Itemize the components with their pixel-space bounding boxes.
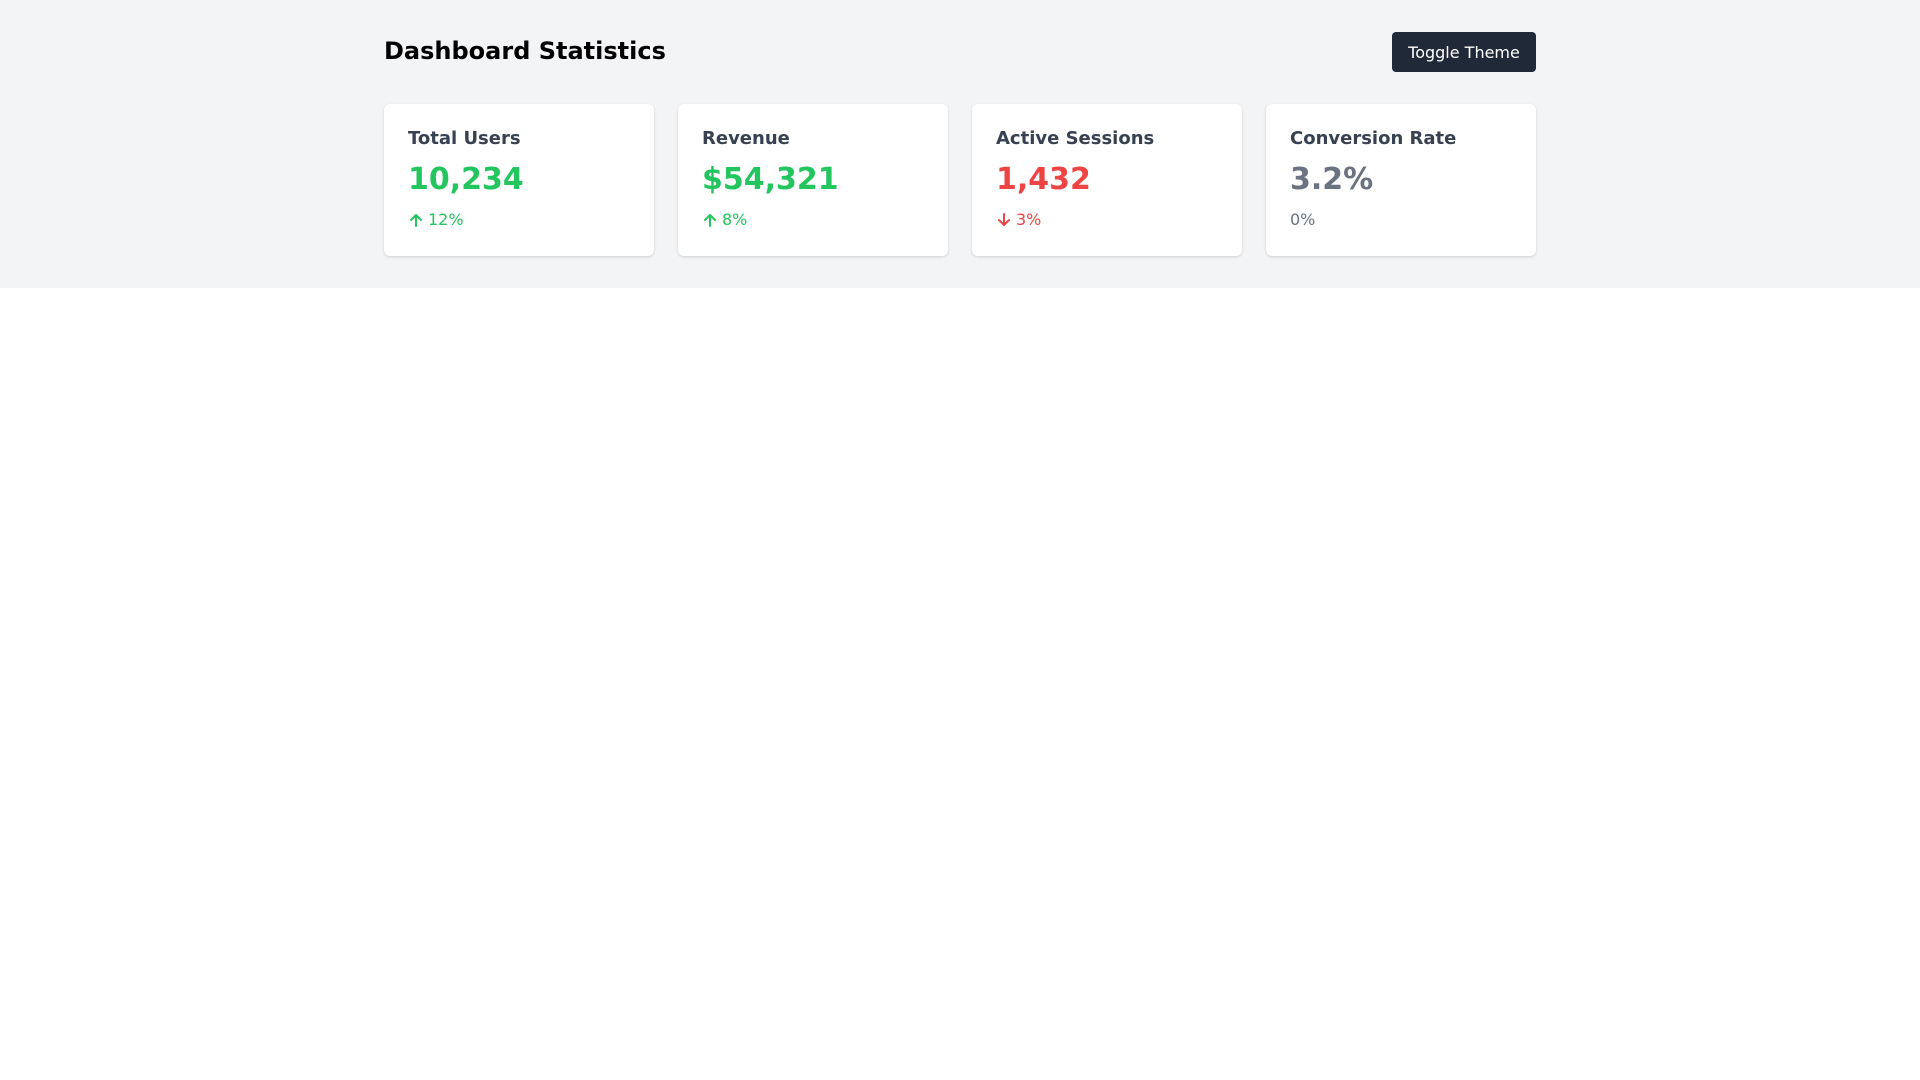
card-change: 8% [702,210,924,230]
arrow-up-icon [408,212,424,228]
card-change-value: 3% [1016,210,1042,229]
card-value: 10,234 [408,162,524,197]
card-title: Total Users [408,128,521,149]
dashboard-header: Dashboard Statistics Toggle Theme [384,32,1536,72]
card-change: 12% [408,210,630,230]
stat-card-revenue: Revenue $54,321 8% [678,104,948,256]
card-change: 3% [996,210,1218,230]
card-value: 3.2% [1290,162,1374,197]
card-change-value: 0% [1290,210,1316,229]
arrow-up-icon [702,212,718,228]
card-title: Active Sessions [996,128,1155,149]
card-change-value: 12% [428,210,464,229]
page-title: Dashboard Statistics [384,37,666,65]
header-band [0,0,1920,288]
stats-cards: Total Users 10,234 12% Revenue $54,321 8… [384,104,1536,256]
stat-card-total-users: Total Users 10,234 12% [384,104,654,256]
card-change: 0% [1290,210,1512,230]
card-title: Conversion Rate [1290,128,1457,149]
card-value: $54,321 [702,162,839,197]
card-title: Revenue [702,128,790,149]
card-value: 1,432 [996,162,1091,197]
stat-card-active-sessions: Active Sessions 1,432 3% [972,104,1242,256]
card-change-value: 8% [722,210,748,229]
arrow-down-icon [996,212,1012,228]
toggle-theme-button[interactable]: Toggle Theme [1392,32,1536,72]
stat-card-conversion-rate: Conversion Rate 3.2% 0% [1266,104,1536,256]
